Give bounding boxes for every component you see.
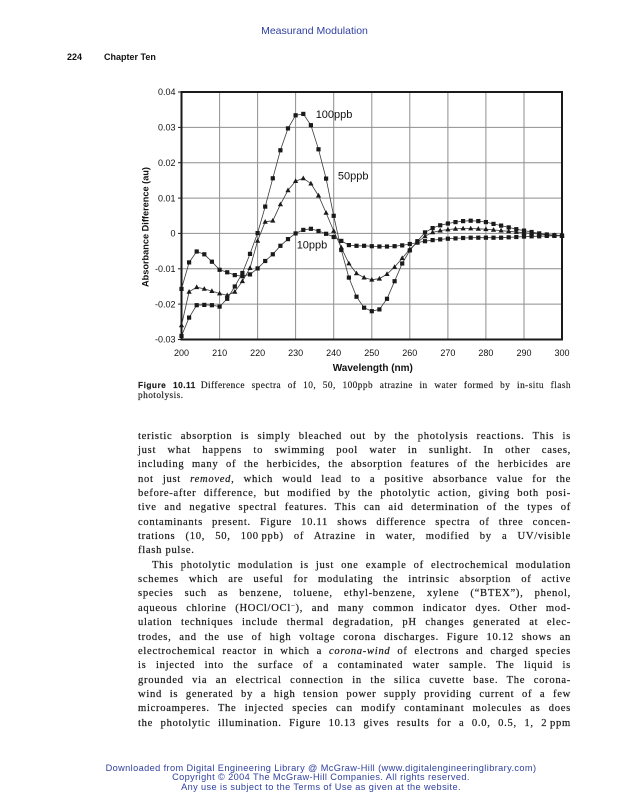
svg-text:280: 280 [478,348,493,358]
svg-text:0.04: 0.04 [158,87,176,97]
svg-text:Wavelength (nm): Wavelength (nm) [333,363,413,374]
svg-text:-0.02: -0.02 [155,299,176,309]
svg-text:230: 230 [288,348,303,358]
svg-text:300: 300 [554,348,569,358]
svg-text:0.02: 0.02 [158,158,176,168]
svg-text:290: 290 [516,348,531,358]
svg-text:220: 220 [250,348,265,358]
svg-text:10ppb: 10ppb [297,239,328,251]
svg-text:0.03: 0.03 [158,123,176,133]
svg-text:240: 240 [326,348,341,358]
svg-text:Absorbance Difference (au): Absorbance Difference (au) [141,167,151,287]
svg-text:270: 270 [440,348,455,358]
svg-text:210: 210 [212,348,227,358]
svg-text:0.01: 0.01 [158,193,176,203]
svg-text:-0.03: -0.03 [155,335,176,345]
svg-text:-0.01: -0.01 [155,264,176,274]
svg-text:50ppb: 50ppb [338,170,369,182]
svg-text:100ppb: 100ppb [316,109,353,121]
svg-text:250: 250 [364,348,379,358]
svg-text:260: 260 [402,348,417,358]
svg-text:0: 0 [170,229,175,239]
svg-text:200: 200 [174,348,189,358]
